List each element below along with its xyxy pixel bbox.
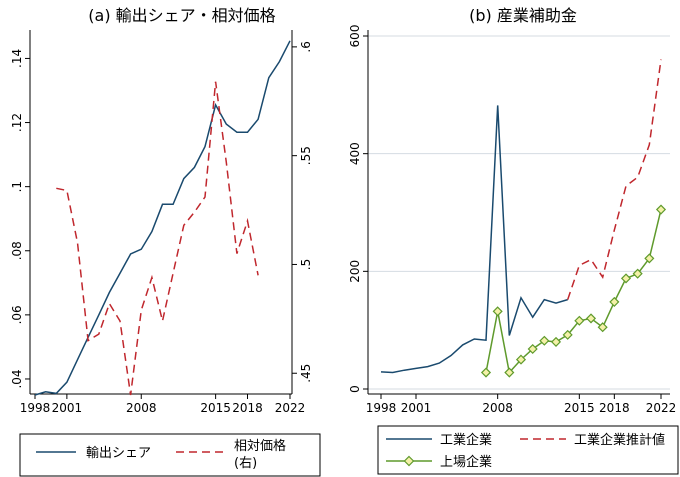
series-listed-marker xyxy=(480,367,492,378)
panel-a-left-tick-label: .1 xyxy=(10,181,24,192)
panel-a-lines xyxy=(34,40,291,396)
panel-a-x-tick-label: 2001 xyxy=(52,401,83,415)
panel-b-x-tick-label: 2022 xyxy=(646,401,677,415)
panel-b-y-tick-label: 600 xyxy=(348,25,362,48)
series-listed-marker xyxy=(609,296,620,307)
series-listed-marker xyxy=(655,204,667,215)
panel-a-x-tick-label: 2018 xyxy=(232,401,263,415)
panel-a-right-tick-label: .5 xyxy=(299,259,313,270)
panel-b-y-tick-label: 0 xyxy=(348,385,362,393)
panel-a-left-tick-label: .06 xyxy=(10,305,24,324)
panel-b-y-tick-label: 400 xyxy=(348,142,362,165)
series-listed-marker xyxy=(527,343,538,355)
series-listed-marker xyxy=(504,367,515,378)
panel-a-left-tick-label: .08 xyxy=(10,241,24,260)
series-industrial-line xyxy=(380,105,568,374)
legend-relative-price-note: (右) xyxy=(234,456,257,471)
panel-b-axes: 0 200 400 600 1998 2001 2008 2015 2018 2022 xyxy=(348,25,676,415)
panel-a-title: (a) 輸出シェア・相対価格 xyxy=(88,6,275,25)
legend-export-share-label: 輸出シェア xyxy=(86,446,151,461)
panel-a-legend-box xyxy=(19,433,321,477)
series-listed-marker xyxy=(597,322,608,333)
panel-a-right-tick-label: .55 xyxy=(299,146,313,165)
panel-a-left-tick-label: .14 xyxy=(10,49,24,68)
series-listed-marker xyxy=(539,335,550,346)
panel-b-legend-box xyxy=(377,425,679,475)
panel-b-lines xyxy=(380,59,667,378)
panel-b-legend: 工業企業 工業企業推計値 上場企業 xyxy=(377,425,679,475)
panel-b-x-tick-label: 2015 xyxy=(564,401,595,415)
panel-b-y-tick-label: 200 xyxy=(348,260,362,283)
panel-a: (a) 輸出シェア・相対価格 .04 .06 .08 .1 .12 .14 .45 .5 .55… xyxy=(10,6,321,477)
series-export-share-line xyxy=(34,40,291,396)
legend-listed-label: 上場企業 xyxy=(440,454,492,470)
panel-a-x-tick-label: 2015 xyxy=(200,401,231,415)
legend-listed-marker xyxy=(403,455,415,467)
legend-industrial-label: 工業企業 xyxy=(440,432,492,448)
panel-a-left-tick-label: .12 xyxy=(10,113,24,132)
panel-a-legend: 輸出シェア 相対価格 (右) xyxy=(19,433,321,477)
series-listed-marker xyxy=(620,273,632,284)
panel-a-right-tick-label: .45 xyxy=(299,364,313,383)
panel-a-x-tick-label: 1998 xyxy=(20,401,51,415)
panel-b-title: (b) 産業補助金 xyxy=(469,6,577,25)
panel-b-x-tick-label: 2008 xyxy=(482,401,513,415)
panel-a-x-tick-label: 2008 xyxy=(126,401,157,415)
panel-a-x-tick-label: 2022 xyxy=(275,401,306,415)
panel-b-grid xyxy=(368,35,670,390)
panel-a-right-tick-label: .6 xyxy=(299,41,313,52)
series-listed-marker xyxy=(585,313,597,324)
legend-estimate-label: 工業企業推計値 xyxy=(574,432,665,448)
panel-b-x-tick-label: 2001 xyxy=(401,401,432,415)
series-estimate-line xyxy=(566,59,662,300)
panel-b-x-tick-label: 2018 xyxy=(599,401,630,415)
series-listed-marker xyxy=(644,253,655,264)
series-listed-marker xyxy=(492,306,503,317)
panel-b-x-tick-label: 1998 xyxy=(366,401,397,415)
panel-a-axes: .04 .06 .08 .1 .12 .14 .45 .5 .55 .6 1998 2001 2008 2… xyxy=(10,30,313,415)
panel-b: (b) 産業補助金 0 200 400 600 1998 2001 2008 2015 2018… xyxy=(348,6,679,475)
series-listed-marker xyxy=(574,315,585,326)
series-listed-line xyxy=(485,209,662,375)
series-listed-marker xyxy=(550,336,562,347)
series-listed-marker xyxy=(562,329,573,340)
series-listed-marker xyxy=(632,268,643,279)
series-relative-price-line xyxy=(56,81,259,396)
legend-relative-price-label: 相対価格 xyxy=(234,438,286,454)
panel-a-left-tick-label: .04 xyxy=(10,369,24,388)
series-listed-marker xyxy=(515,354,527,365)
